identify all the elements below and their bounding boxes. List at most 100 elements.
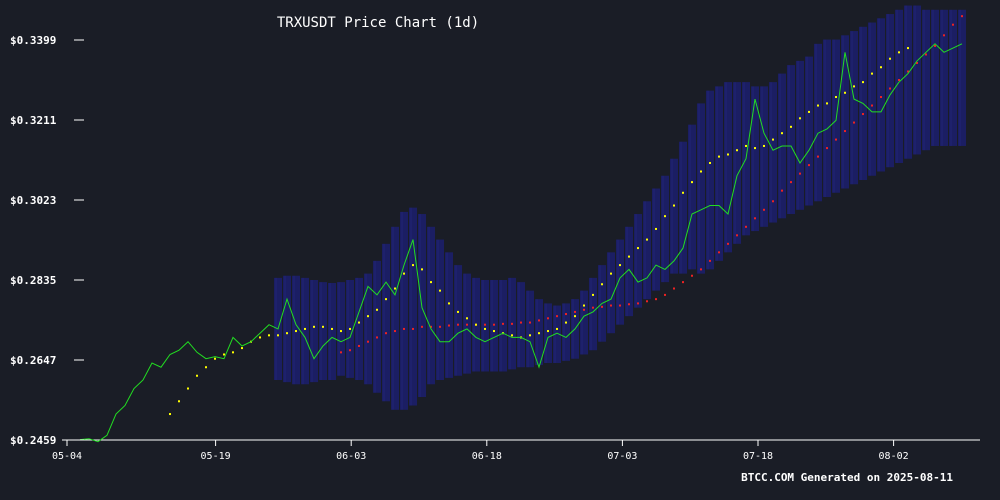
ma50-point	[430, 325, 432, 328]
ma50-point	[628, 303, 630, 306]
ma20-point	[529, 334, 531, 337]
ma20-point	[268, 334, 270, 337]
ma20-point	[547, 330, 549, 333]
ma20-point	[619, 264, 621, 267]
bollinger-bar	[643, 201, 651, 300]
bollinger-bar	[427, 226, 435, 385]
ma20-point	[304, 327, 306, 330]
ma50-point	[466, 323, 468, 326]
ma50-point	[934, 44, 936, 47]
ma20-point	[799, 117, 801, 120]
ma50-point	[358, 344, 360, 347]
ma50-point	[394, 330, 396, 333]
x-tick-label: 05-19	[201, 451, 231, 462]
ma20-point	[655, 227, 657, 230]
ma50-point	[898, 79, 900, 81]
bollinger-bar	[805, 56, 813, 206]
bollinger-bar	[319, 282, 327, 380]
ma50-point	[349, 349, 351, 352]
ma20-point	[682, 191, 684, 194]
ma20-point	[808, 110, 810, 113]
bollinger-bar	[652, 188, 660, 291]
ma20-point	[241, 347, 243, 350]
ma20-point	[286, 332, 288, 335]
bollinger-bar	[886, 14, 894, 168]
x-tick-label: 05-04	[52, 451, 82, 462]
ma50-point	[754, 217, 756, 220]
bollinger-bar	[715, 86, 723, 261]
ma50-point	[511, 322, 513, 325]
bollinger-bar	[337, 282, 345, 376]
ma50-point	[952, 23, 954, 26]
ma20-point	[232, 351, 234, 354]
ma20-point	[475, 323, 477, 326]
ma20-point	[664, 215, 666, 218]
bollinger-bar	[958, 9, 966, 146]
bollinger-bar	[931, 9, 939, 146]
ma20-point	[178, 400, 180, 403]
ma50-point	[736, 234, 738, 237]
ma50-point	[646, 300, 648, 303]
ma20-point	[745, 144, 747, 147]
bollinger-bar	[364, 273, 372, 385]
footer-credit: BTCC.COM Generated on 2025-08-11	[741, 471, 953, 484]
ma50-point	[691, 274, 693, 277]
ma50-point	[601, 305, 603, 308]
price-line	[79, 43, 963, 443]
ma50-point	[439, 325, 441, 328]
ma20-point	[736, 149, 738, 152]
ma20-point	[871, 72, 873, 75]
ma20-point	[889, 57, 891, 60]
ma50-point	[637, 302, 639, 305]
bollinger-bar	[490, 280, 498, 372]
bollinger-bar	[391, 226, 399, 410]
ma50-point	[493, 323, 495, 326]
bollinger-bar	[850, 31, 858, 185]
ma50-point	[673, 287, 675, 290]
ma50-point	[403, 327, 405, 330]
bollinger-bar	[877, 18, 885, 172]
bollinger-bar	[580, 290, 588, 355]
ma20-point	[862, 81, 864, 84]
ma20-point	[430, 281, 432, 284]
ma20-point	[835, 96, 837, 99]
bollinger-bar	[445, 252, 453, 378]
bollinger-bar	[463, 273, 471, 374]
ma50-point	[790, 181, 792, 184]
ma50-point	[556, 315, 558, 318]
ma20-point	[646, 238, 648, 241]
ma50-point	[538, 319, 540, 322]
bollinger-bar	[517, 282, 525, 368]
ma20-point	[844, 91, 846, 94]
x-axis-ticks: 05-04 05-19 06-03 06-18 07-03 07-18 08-02	[52, 440, 909, 462]
ma20-point	[763, 144, 765, 147]
ma20-point	[556, 327, 558, 330]
ma50-point	[943, 34, 945, 37]
bollinger-bar	[409, 207, 417, 406]
y-tick-label: $0.3023	[10, 194, 56, 207]
ma50-point	[583, 308, 585, 311]
ma20-point	[574, 315, 576, 318]
ma20-point	[637, 247, 639, 250]
ma50-point	[664, 293, 666, 296]
ma50-point	[709, 259, 711, 262]
ma50-point	[916, 61, 918, 64]
bollinger-bar	[400, 211, 408, 410]
ma20-point	[340, 330, 342, 333]
x-tick-label: 06-18	[472, 451, 502, 462]
ma20-point	[187, 387, 189, 390]
bollinger-bar	[625, 226, 633, 317]
ma50-point	[889, 87, 891, 90]
ma20-point	[196, 374, 198, 377]
ma20-point	[853, 85, 855, 88]
ma50-point	[376, 336, 378, 339]
ma50-point	[547, 317, 549, 320]
ma50-point	[745, 225, 747, 228]
ma20-point	[772, 138, 774, 141]
ma20-point	[718, 155, 720, 158]
ma20-point	[439, 289, 441, 292]
ma50-point	[835, 138, 837, 141]
bollinger-bar	[670, 158, 678, 274]
bollinger-bar	[922, 9, 930, 151]
y-tick-label: $0.2459	[10, 434, 56, 447]
